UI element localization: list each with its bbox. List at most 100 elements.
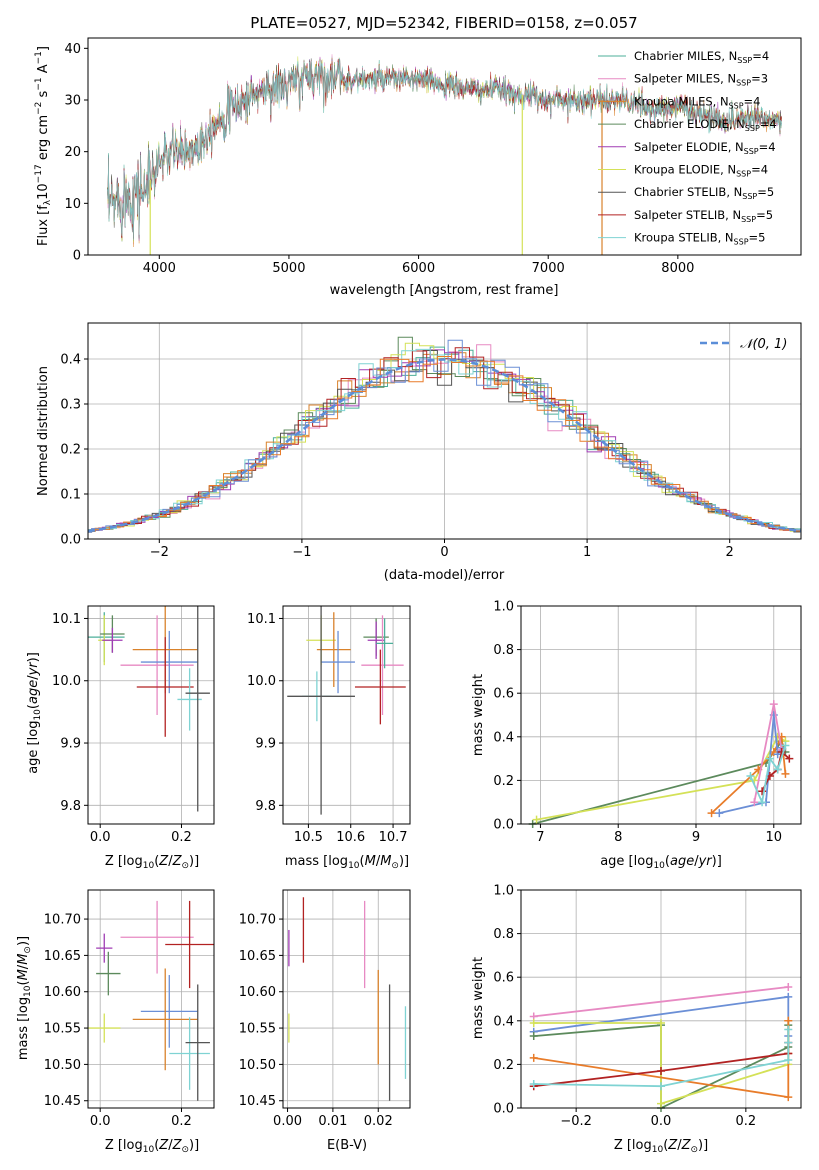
data-point — [88, 1013, 121, 1043]
y-tick-label: 20 — [64, 145, 81, 160]
data-point — [185, 984, 210, 1101]
weight-marker — [769, 700, 778, 709]
legend-entry: Salpeter ELODIE, NSSP=4 — [634, 140, 776, 156]
weight-marker — [529, 1032, 538, 1041]
data-point — [376, 618, 394, 669]
y-tick-label: 0.2 — [493, 774, 514, 789]
y-tick-label: 1.0 — [493, 600, 514, 615]
mass-vs-z-panel: 0.0 0.2 10.45 10.50 10.55 10.60 10.65 10.70 — [44, 889, 215, 1129]
y-tick-label: 10.45 — [239, 1094, 276, 1109]
weight-marker — [529, 1053, 538, 1062]
y-tick-label: 10.55 — [239, 1022, 276, 1037]
data-point — [316, 612, 351, 687]
weight-marker — [784, 1093, 793, 1102]
histogram-series — [88, 342, 801, 533]
x-tick-label: 4000 — [143, 261, 176, 276]
weight-marker — [781, 769, 790, 778]
spectrum-ylabel: Flux [fλ10−17 erg cm−2 s−1 A−1] — [34, 46, 53, 246]
mass-vs-z-xlabel: Z [log10(Z/Z⊙)] — [105, 1138, 199, 1155]
weight-marker — [784, 1016, 793, 1025]
data-point — [120, 900, 194, 974]
mass-vs-z-ylabel: mass [log10(M/M⊙)] — [16, 936, 33, 1060]
weight-marker — [784, 1038, 793, 1047]
axes-frame — [87, 605, 215, 825]
x-tick-label: 10.7 — [379, 830, 408, 845]
data-point — [96, 951, 121, 996]
weight-marker — [657, 1066, 665, 1075]
weight-vs-z-panel: −0.2 0.0 0.2 0.0 0.2 0.4 0.6 0.8 1.0 — [493, 884, 802, 1129]
weight-marker — [784, 983, 793, 992]
weight-vs-age-xlabel: age [log10(age/yr)] — [600, 854, 722, 871]
data-point — [185, 606, 210, 812]
legend-entry: Salpeter STELIB, NSSP=5 — [634, 208, 773, 224]
x-tick-label: 0.2 — [736, 1114, 757, 1129]
histogram-series — [88, 356, 801, 532]
x-tick-label: 5000 — [272, 261, 305, 276]
x-tick-label: 0.2 — [171, 1114, 192, 1129]
y-tick-label: 0 — [73, 249, 81, 264]
y-tick-label: 10.65 — [239, 949, 276, 964]
y-tick-label: 0.8 — [493, 643, 514, 658]
spectrum-xlabel: wavelength [Angstrom, rest frame] — [330, 283, 559, 298]
data-point — [321, 630, 355, 694]
y-tick-label: 0.0 — [493, 1102, 514, 1117]
axes-frame — [520, 889, 802, 1109]
weight-marker — [773, 765, 782, 774]
x-tick-label: 8000 — [661, 261, 694, 276]
y-tick-label: 10.45 — [44, 1094, 81, 1109]
x-tick-label: 1 — [583, 545, 591, 560]
x-tick-label: 6000 — [402, 261, 435, 276]
weight-vs-age-panel: 7 8 9 10 0.0 0.2 0.4 0.6 0.8 1.0 — [493, 600, 802, 845]
residual-ylabel: Normed distribution — [36, 366, 51, 496]
weight-marker — [657, 1099, 665, 1108]
age-vs-z-xlabel: Z [log10(Z/Z⊙)] — [105, 854, 199, 871]
weight-marker — [657, 1082, 665, 1091]
y-tick-label: 10.50 — [239, 1058, 276, 1073]
legend-entry: Chabrier ELODIE, NSSP=4 — [634, 117, 777, 133]
y-tick-label: 10.70 — [239, 913, 276, 928]
axes-frame — [87, 322, 802, 540]
y-tick-label: 0.4 — [493, 730, 514, 745]
y-tick-label: 0.1 — [60, 488, 81, 503]
data-point — [120, 615, 194, 715]
x-tick-label: 2 — [726, 545, 734, 560]
y-tick-label: 9.8 — [60, 799, 81, 814]
data-point — [169, 1017, 210, 1090]
axes-frame — [282, 605, 411, 825]
data-point — [140, 630, 198, 694]
legend-entry: Chabrier MILES, NSSP=4 — [634, 49, 769, 65]
weight-vs-age-ylabel: mass weight — [471, 674, 486, 756]
x-tick-label: 7000 — [532, 261, 565, 276]
weight-series — [533, 986, 789, 1018]
y-tick-label: 10.1 — [247, 612, 276, 627]
y-tick-label: 0.6 — [493, 971, 514, 986]
weight-marker — [529, 1080, 538, 1089]
axes-frame — [282, 889, 411, 1109]
y-tick-label: 10.50 — [44, 1058, 81, 1073]
weight-marker — [715, 809, 724, 818]
axes-frame — [87, 37, 802, 256]
legend-entry: Kroupa STELIB, NSSP=5 — [634, 231, 765, 247]
weight-marker — [529, 1018, 538, 1027]
x-tick-label: 0.02 — [364, 1114, 393, 1129]
y-tick-label: 10.55 — [44, 1022, 81, 1037]
x-tick-label: 9 — [692, 830, 700, 845]
age-vs-mass-xlabel: mass [log10(M/M⊙)] — [285, 854, 409, 871]
y-tick-label: 9.9 — [60, 737, 81, 752]
data-point — [132, 968, 198, 1071]
y-tick-label: 10.1 — [52, 612, 81, 627]
weight-marker — [750, 798, 759, 807]
y-tick-label: 10.70 — [44, 913, 81, 928]
x-tick-label: −0.2 — [560, 1114, 592, 1129]
spectrum-panel: 4000 5000 6000 7000 8000 0 10 20 30 40 Chabrier MI… — [64, 37, 802, 276]
x-tick-label: 10.6 — [336, 830, 365, 845]
spectrum-line — [107, 58, 782, 240]
y-tick-label: 10 — [64, 197, 81, 212]
age-vs-z-panel: 0.0 0.2 9.8 9.9 10.0 10.1 — [52, 605, 215, 845]
y-tick-label: 10.65 — [44, 949, 81, 964]
data-point — [140, 975, 198, 1048]
y-tick-label: 10.60 — [239, 985, 276, 1000]
x-tick-label: 0.01 — [318, 1114, 347, 1129]
x-tick-label: −2 — [150, 545, 169, 560]
weight-marker — [784, 1025, 793, 1034]
